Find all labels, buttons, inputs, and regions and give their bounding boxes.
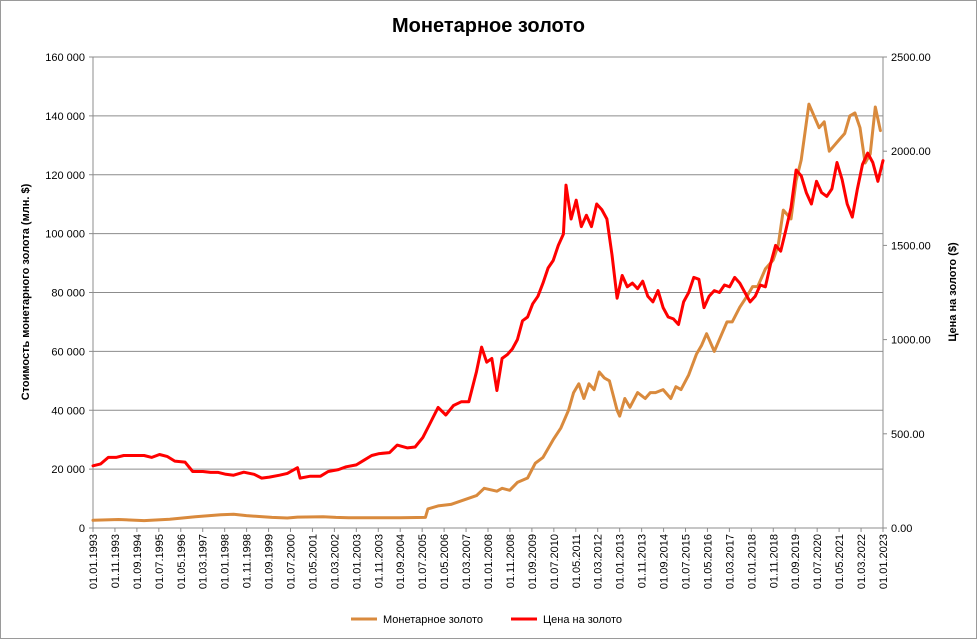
x-tick-label: 01.07.2015 (681, 534, 693, 589)
y2-tick-label: 0.00 (891, 523, 912, 535)
legend: Монетарное золото Цена на золото (351, 614, 622, 626)
x-tick-label: 01.01.1998 (220, 534, 232, 589)
y2-tick-label: 2000.00 (891, 146, 931, 158)
x-tick-label: 01.11.1993 (110, 534, 122, 588)
y-tick-label: 120 000 (45, 170, 85, 182)
y-tick-label: 80 000 (51, 288, 85, 300)
x-tick-label: 01.11.2018 (768, 534, 780, 588)
series-lines (91, 102, 885, 523)
x-tick-label: 01.09.2019 (790, 534, 802, 589)
y2-tick-label: 1000.00 (891, 335, 931, 347)
x-axis: 01.01.1993 01.11.1993 01.09.1994 01.07.1995… (88, 528, 890, 589)
y-tick-label: 100 000 (45, 229, 85, 241)
y-tick-label: 140 000 (45, 111, 85, 123)
y-tick-label: 40 000 (51, 405, 85, 417)
y-tick-label: 20 000 (51, 464, 85, 476)
y-tick-label: 160 000 (45, 52, 85, 64)
y2-tick-label: 2500.00 (891, 52, 931, 64)
x-tick-label: 01.01.2023 (878, 534, 890, 589)
legend-label: Монетарное золото (383, 614, 483, 626)
x-tick-label: 01.03.2012 (593, 534, 605, 589)
chart-title: Монетарное золото (392, 15, 585, 37)
x-tick-label: 01.07.2005 (417, 534, 429, 589)
x-tick-label: 01.11.2013 (637, 534, 649, 588)
x-tick-label: 01.07.2000 (286, 534, 298, 589)
x-tick-label: 01.05.2001 (307, 534, 319, 589)
x-tick-label: 01.07.1995 (154, 534, 166, 589)
x-tick-label: 01.07.2010 (549, 534, 561, 589)
x-tick-label: 01.09.1994 (132, 534, 144, 589)
y2-tick-label: 1500.00 (891, 240, 931, 252)
x-tick-label: 01.05.2016 (702, 534, 714, 589)
series-line-monetary-gold (91, 102, 882, 523)
x-tick-label: 01.01.2018 (746, 534, 758, 589)
x-tick-label: 01.05.2006 (439, 534, 451, 589)
x-tick-label: 01.01.2008 (483, 534, 495, 589)
x-tick-label: 01.05.2021 (834, 534, 846, 589)
x-tick-label: 01.03.2007 (461, 534, 473, 589)
x-tick-label: 01.03.2002 (329, 534, 341, 589)
gridlines (92, 56, 884, 529)
x-tick-label: 01.11.1998 (242, 534, 254, 588)
x-tick-label: 01.09.2014 (659, 534, 671, 589)
x-tick-label: 01.03.1997 (198, 534, 210, 589)
y-tick-label: 0 (79, 523, 85, 535)
series-line-gold-price (91, 151, 885, 480)
x-tick-label: 01.01.2013 (615, 534, 627, 589)
x-tick-label: 01.07.2020 (812, 534, 824, 589)
x-tick-label: 01.03.2022 (856, 534, 868, 589)
x-tick-label: 01.09.2004 (395, 534, 407, 589)
x-tick-label: 01.09.2009 (527, 534, 539, 589)
y-axis-left: 0 20 000 40 000 60 000 80 000 100 000 120 000 1… (45, 52, 93, 535)
y2-tick-label: 500.00 (891, 429, 925, 441)
x-tick-label: 01.03.2017 (724, 534, 736, 589)
x-tick-label: 01.11.2003 (373, 534, 385, 588)
x-tick-label: 01.01.2003 (351, 534, 363, 589)
legend-label: Цена на золото (543, 614, 622, 626)
x-tick-label: 01.05.2011 (571, 534, 583, 588)
x-tick-label: 01.11.2008 (505, 534, 517, 588)
y-axis-label: Стоимость монетарного золота (млн. $) (20, 183, 32, 400)
y2-axis-label: Цена на золото ($) (947, 242, 959, 342)
y-tick-label: 60 000 (51, 346, 85, 358)
x-tick-label: 01.05.1996 (176, 534, 188, 589)
y-axis-right: 0.00 500.00 1000.00 1500.00 2000.00 2500.00 (883, 52, 931, 535)
x-tick-label: 01.01.1993 (88, 534, 100, 589)
x-tick-label: 01.09.1999 (264, 534, 276, 589)
